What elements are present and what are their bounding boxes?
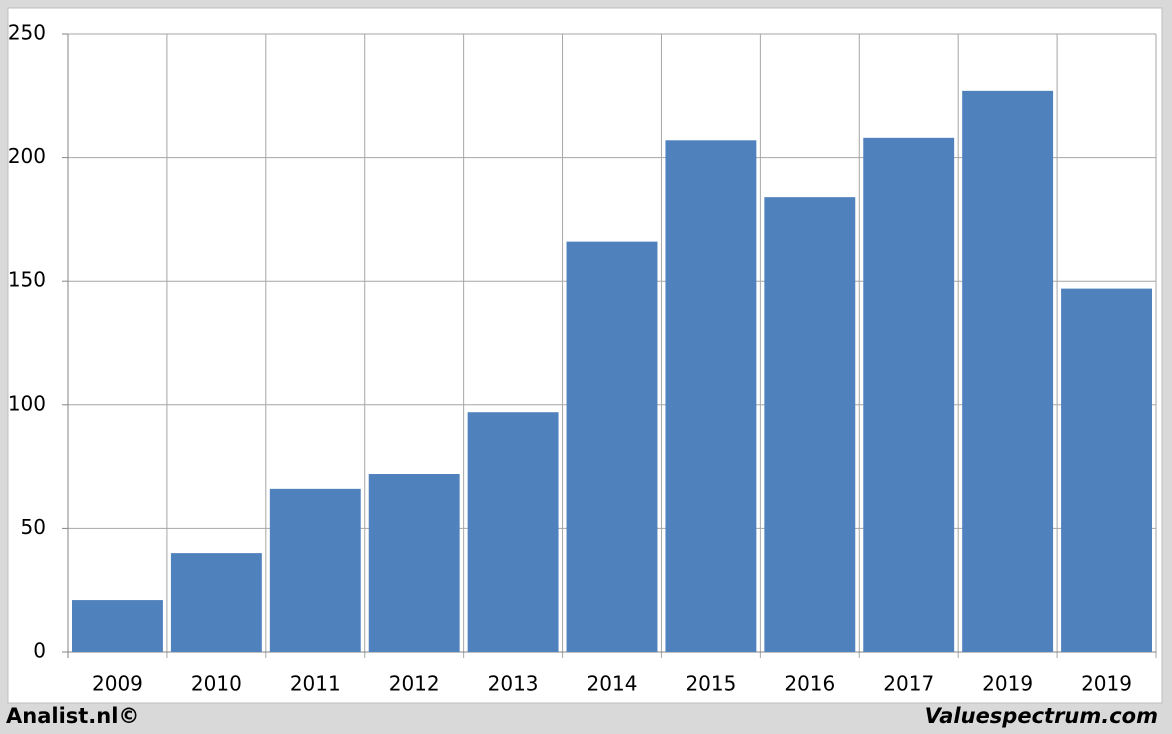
bar xyxy=(863,137,955,653)
y-tick-label: 250 xyxy=(8,21,46,45)
x-tick-label: 2014 xyxy=(587,672,638,696)
bar xyxy=(665,140,757,652)
bar xyxy=(467,412,559,652)
bar xyxy=(566,241,658,652)
x-tick-label: 2019 xyxy=(1081,672,1132,696)
y-tick-label: 0 xyxy=(33,639,46,663)
y-tick-label: 200 xyxy=(8,144,46,168)
x-tick-label: 2015 xyxy=(685,672,736,696)
x-tick-label: 2016 xyxy=(784,672,835,696)
bar xyxy=(764,197,856,653)
x-tick-label: 2013 xyxy=(488,672,539,696)
x-tick-label: 2012 xyxy=(389,672,440,696)
x-tick-label: 2010 xyxy=(191,672,242,696)
bar xyxy=(72,600,163,652)
y-tick-label: 100 xyxy=(8,391,46,415)
footer-right: Valuespectrum.com xyxy=(925,704,1158,728)
x-tick-label: 2009 xyxy=(92,672,143,696)
bar xyxy=(962,90,1054,652)
x-tick-label: 2011 xyxy=(290,672,341,696)
x-tick-label: 2019 xyxy=(982,672,1033,696)
bar xyxy=(170,553,262,652)
footer-left: Analist.nl© xyxy=(6,704,139,728)
bar xyxy=(368,474,460,652)
x-tick-label: 2017 xyxy=(883,672,934,696)
bar xyxy=(1061,288,1152,652)
y-tick-label: 150 xyxy=(8,268,46,292)
bar xyxy=(269,488,361,652)
y-tick-label: 50 xyxy=(21,515,46,539)
